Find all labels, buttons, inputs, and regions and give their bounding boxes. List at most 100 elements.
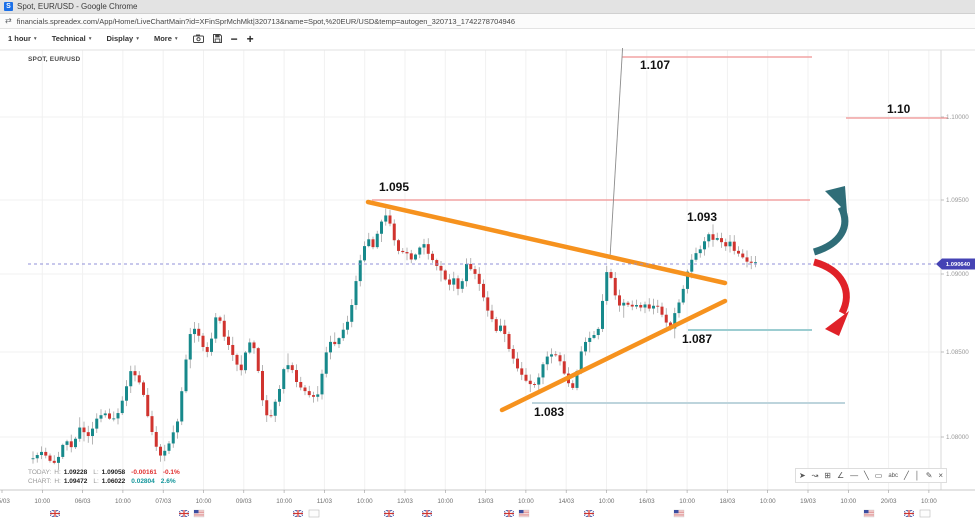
candle-body: [728, 241, 732, 247]
time-axis-label: 06/03: [75, 498, 91, 505]
pencil-icon[interactable]: ✎: [925, 470, 933, 480]
chart-low: 1.06022: [101, 478, 126, 485]
candle-body: [639, 304, 643, 308]
hi-lo-stats: TODAY: H: 1.09228 L: 1.09058 -0.00161 -0.1% CH…: [28, 468, 186, 486]
candle-body: [397, 240, 400, 251]
candle-body: [405, 252, 409, 254]
uk-flag-icon: [292, 509, 304, 518]
candle-body: [61, 444, 65, 457]
price-axis-label: 1.08000: [946, 434, 969, 441]
price-chart-canvas[interactable]: 1.090640 1.10000 1.09500 1.09000 1.08500 1.08…: [0, 48, 975, 523]
flag-canton: [864, 510, 869, 514]
candlesticks: [31, 208, 757, 470]
candle-body: [214, 317, 218, 339]
text-tool-icon[interactable]: abc: [888, 472, 898, 479]
candle-body: [439, 265, 443, 271]
today-stats-row: TODAY: H: 1.09228 L: 1.09058 -0.00161 -0.1%: [28, 469, 180, 476]
segment-icon[interactable]: ╲: [864, 470, 869, 480]
candle-body: [724, 242, 728, 247]
candle-body: [643, 304, 647, 308]
plus-icon: +: [246, 31, 254, 46]
flag-stripe: [194, 515, 204, 517]
candle-body: [448, 279, 451, 285]
candle-body: [82, 427, 86, 433]
time-axis-label: 11/03: [317, 498, 333, 505]
url-text[interactable]: financials.spreadex.com/App/Home/LiveCha…: [16, 16, 516, 26]
candle-body: [40, 451, 43, 456]
horizontal-line-icon[interactable]: —: [850, 470, 859, 480]
level-label-1.093: 1.093: [687, 210, 717, 224]
flag-stripe: [864, 512, 874, 514]
save-button[interactable]: [212, 34, 222, 43]
ascending-trendline[interactable]: [499, 298, 728, 413]
candle-body: [312, 395, 315, 397]
candle-body: [694, 253, 698, 260]
time-axis-label: 10:00: [357, 498, 373, 505]
candle-body: [329, 341, 332, 353]
time-axis-label: 07/03: [155, 498, 171, 505]
candle-body: [524, 374, 528, 381]
zoom-in-button[interactable]: +: [247, 33, 254, 45]
candle-body: [341, 329, 345, 339]
snapshot-button[interactable]: [192, 34, 204, 43]
grid-icon[interactable]: ⊞: [824, 470, 831, 480]
url-bar[interactable]: ⇄ financials.spreadex.com/App/Home/LiveC…: [0, 14, 975, 29]
display-dropdown[interactable]: Display ▾: [107, 34, 139, 43]
arrow-down-scenario[interactable]: [812, 258, 850, 336]
candle-body: [95, 418, 99, 429]
candle-body: [392, 223, 396, 241]
candle-body: [163, 450, 167, 456]
up-arrow-head: [825, 186, 847, 213]
candle-body: [681, 288, 685, 303]
candle-body: [737, 250, 740, 254]
level-label-1.10: 1.10: [887, 102, 911, 116]
candle-body: [227, 336, 230, 345]
candle-body: [414, 254, 417, 260]
candle-body: [290, 365, 294, 371]
trend-angle-icon[interactable]: ∠: [836, 470, 845, 480]
candle-body: [133, 371, 137, 376]
rectangle-icon[interactable]: ▭: [874, 470, 883, 480]
candle-body: [541, 364, 545, 378]
more-dropdown[interactable]: More ▾: [154, 34, 178, 43]
candle-body: [367, 239, 371, 247]
diagonal-line-icon[interactable]: ╱: [903, 470, 909, 480]
candle-body: [482, 283, 485, 298]
arrow-up-scenario[interactable]: [812, 186, 849, 256]
us-flag-icon: [518, 509, 530, 518]
time-axis-label: 13/03: [478, 498, 494, 505]
flag-stripe: [864, 510, 874, 512]
pointer-line[interactable]: [609, 48, 624, 259]
cursor-icon[interactable]: ➤: [798, 470, 806, 480]
candle-body: [486, 297, 490, 311]
candle-body: [720, 238, 723, 243]
today-low: 1.09058: [101, 469, 126, 476]
timeframe-dropdown[interactable]: 1 hour ▾: [8, 34, 37, 43]
site-favicon: S: [4, 2, 13, 11]
zoom-out-button[interactable]: −: [231, 33, 238, 45]
polyline-icon[interactable]: ↝: [811, 470, 819, 480]
candle-body: [469, 263, 473, 270]
tab-switcher-icon: ⇄: [5, 16, 12, 25]
candle-body: [588, 337, 592, 342]
candle-body: [677, 302, 681, 314]
vertical-line-icon[interactable]: │: [914, 470, 920, 480]
today-change: -0.00161: [131, 469, 157, 476]
candle-body: [465, 263, 468, 282]
candle-body: [456, 278, 460, 289]
technical-dropdown[interactable]: Technical ▾: [52, 34, 92, 43]
candle-body: [686, 271, 689, 289]
us-flag-icon: [673, 509, 685, 518]
candle-body: [388, 215, 392, 224]
descending-trendline[interactable]: [365, 199, 728, 286]
candle-body: [324, 352, 328, 374]
current-price-value: 1.090640: [946, 262, 970, 268]
flag-stripe: [519, 515, 529, 517]
current-price-badge: [936, 258, 975, 270]
plain-flag-icon: [919, 509, 931, 518]
candle-body: [150, 416, 154, 432]
candle-body: [363, 246, 366, 261]
close-icon[interactable]: ×: [938, 470, 944, 480]
candle-body: [222, 320, 226, 337]
flag-canton: [674, 510, 679, 514]
